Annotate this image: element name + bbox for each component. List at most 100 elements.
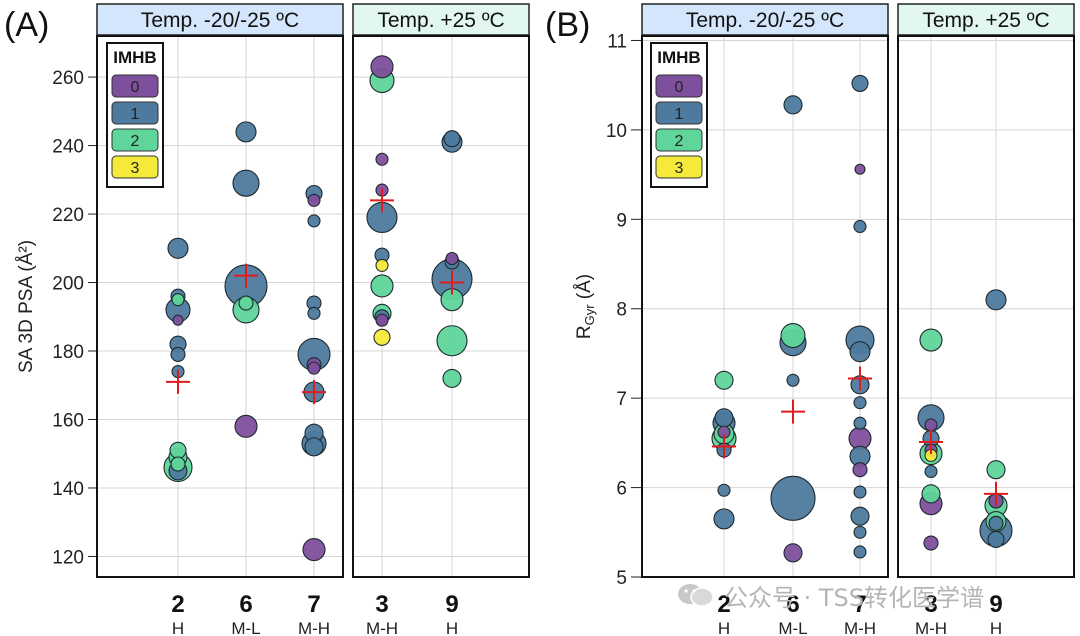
data-point: [375, 152, 389, 166]
y-tick-label: 120: [52, 547, 84, 568]
category-sublabel: M-H: [915, 619, 947, 636]
data-point: [851, 74, 869, 92]
data-point: [852, 462, 868, 478]
data-point: [853, 219, 867, 234]
category-label: 2: [717, 591, 730, 618]
legend-label: 3: [131, 160, 140, 177]
mean-marker: [848, 366, 872, 391]
data-point: [987, 530, 1005, 548]
data-point: [985, 289, 1007, 311]
category-label: 7: [307, 591, 320, 618]
y-tick-label: 240: [52, 137, 84, 158]
category-label: 9: [989, 591, 1002, 618]
y-tick-label: 220: [52, 205, 84, 226]
data-point: [853, 396, 867, 410]
plot-frame: [641, 35, 889, 578]
data-point: [234, 414, 258, 438]
data-point: [786, 373, 800, 387]
data-point: [853, 485, 867, 499]
plot-frame: [96, 35, 344, 578]
legend: IMHB 0 1 2 3: [650, 42, 708, 188]
data-point: [850, 506, 870, 526]
category-sublabel: M-L: [231, 619, 260, 636]
data-point: [375, 313, 389, 327]
category-sublabel: M-H: [366, 619, 398, 636]
legend-label: 0: [675, 79, 684, 96]
data-point: [853, 545, 867, 559]
category-sublabel: M-H: [298, 619, 330, 636]
data-point: [853, 416, 867, 430]
mean-marker: [712, 434, 736, 459]
data-point: [919, 328, 943, 352]
mean-marker: [234, 263, 258, 288]
data-point: [169, 441, 187, 459]
plot-frame: [897, 35, 1075, 578]
watermark-text: 公众号 · TSS转化医学谱: [724, 583, 985, 612]
y-axis-title: RGyr (Å): [574, 274, 597, 339]
data-point: [770, 475, 816, 521]
category-sublabel: H: [446, 619, 458, 636]
group-header-box: [641, 3, 889, 36]
data-point: [717, 483, 731, 497]
wechat-icon: [678, 584, 714, 607]
data-point: [443, 130, 461, 148]
data-point: [853, 525, 867, 539]
data-point: [783, 95, 803, 115]
group-header: Temp. +25 ºC: [922, 9, 1049, 32]
panel-a: (A) Temp. -20/-25 ºC Temp. +25 ºC120140160…: [4, 3, 530, 636]
data-point: [307, 306, 321, 320]
data-point: [370, 274, 394, 298]
y-axis-title-unit: (Å): [574, 274, 595, 305]
mean-marker: [919, 429, 943, 454]
data-point: [442, 368, 462, 388]
y-axis-title: SA 3D PSA (Å²): [16, 240, 37, 373]
panel-label: (B): [545, 6, 590, 44]
category-label: 9: [445, 591, 458, 618]
data-point: [923, 535, 939, 551]
data-point: [167, 237, 189, 259]
watermark: 公众号 · TSS转化医学谱: [676, 578, 1056, 612]
panel-label: (A): [4, 6, 49, 44]
data-point: [170, 346, 186, 362]
legend-swatch: [111, 101, 159, 125]
y-tick-label: 8: [616, 300, 627, 321]
plot-frame: [352, 35, 530, 578]
data-point: [445, 252, 459, 266]
legend-title: IMHB: [113, 48, 156, 67]
y-tick-label: 260: [52, 68, 84, 89]
legend-swatch: [655, 74, 703, 98]
y-tick-label: 200: [52, 274, 84, 295]
category-sublabel: H: [718, 619, 730, 636]
data-point: [307, 214, 321, 228]
legend-swatch: [111, 128, 159, 152]
mean-marker: [781, 399, 805, 424]
data-point: [849, 341, 871, 363]
legend-label: 1: [675, 106, 684, 123]
legend-label: 2: [675, 133, 684, 150]
category-sublabel: H: [172, 619, 184, 636]
mean-marker: [440, 270, 464, 295]
panel-b: (B) Temp. -20/-25 ºC Temp. +25 ºC567891011…: [545, 3, 1075, 636]
data-point: [375, 258, 389, 272]
legend-swatch: [655, 101, 703, 125]
y-axis-title-sub: Gyr: [582, 304, 597, 326]
legend-title: IMHB: [657, 48, 700, 67]
legend-swatch: [111, 155, 159, 179]
category-label: 6: [239, 591, 252, 618]
data-point: [235, 121, 257, 143]
y-tick-label: 11: [607, 31, 627, 52]
y-tick-label: 160: [52, 410, 84, 431]
y-tick-label: 9: [616, 210, 627, 231]
category-label: 3: [924, 591, 937, 618]
legend-label: 0: [131, 79, 140, 96]
mean-marker: [166, 369, 190, 394]
category-label: 7: [853, 591, 866, 618]
legend-label: 1: [131, 106, 140, 123]
mean-marker: [370, 188, 394, 213]
data-point: [304, 437, 324, 457]
category-sublabel: M-H: [844, 619, 876, 636]
category-sublabel: M-L: [778, 619, 807, 636]
mean-marker: [302, 380, 326, 405]
legend-swatch: [655, 155, 703, 179]
